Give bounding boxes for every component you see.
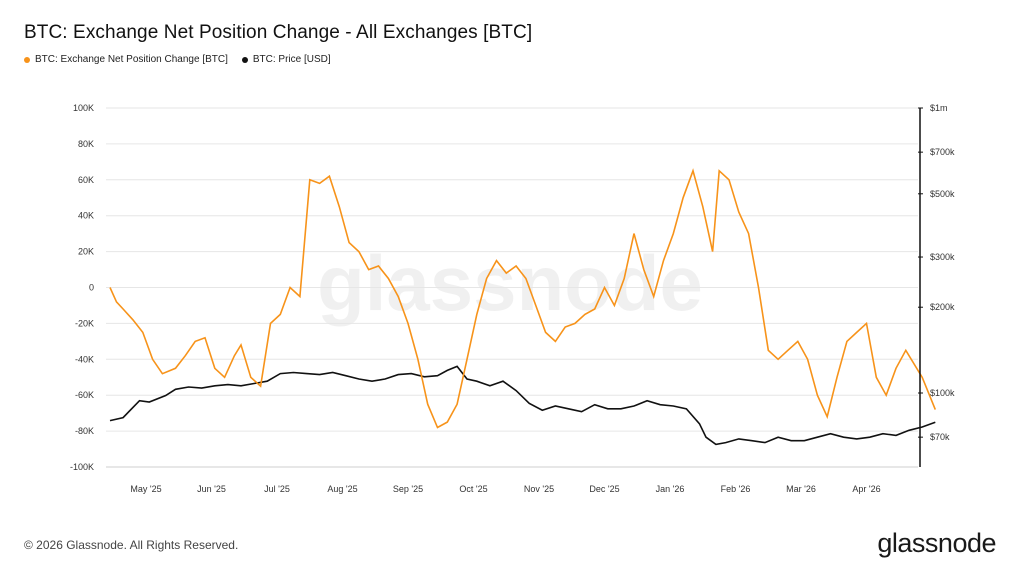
chart-title: BTC: Exchange Net Position Change - All … <box>24 22 533 43</box>
left-tick-label: 100K <box>73 103 94 113</box>
right-tick-label: $70k <box>930 432 950 442</box>
watermark-text: glassnode <box>317 239 703 327</box>
right-tick-label: $100k <box>930 388 955 398</box>
legend-dot-price <box>241 56 248 63</box>
price-series-line <box>109 365 936 446</box>
x-tick-label: May '25 <box>130 484 161 494</box>
legend-dot-net-position <box>24 56 30 63</box>
left-tick-label: 40K <box>78 211 94 221</box>
left-axis-ticks: 100K 80K 60K 40K 20K 0 -20K -40K -60K -80K -100K <box>70 103 94 472</box>
x-tick-label: Jan '26 <box>656 484 685 494</box>
net-position-series-line <box>109 168 937 429</box>
left-tick-label: 60K <box>78 175 94 185</box>
x-tick-label: Apr '26 <box>852 484 880 494</box>
legend-item-net-position[interactable]: BTC: Exchange Net Position Change [BTC] <box>24 54 228 65</box>
x-tick-label: Sep '25 <box>393 484 423 494</box>
left-tick-label: -60K <box>75 390 94 400</box>
left-tick-label: -100K <box>70 462 94 472</box>
right-tick-label: $300k <box>930 252 955 262</box>
legend-label-net-position: BTC: Exchange Net Position Change [BTC] <box>35 54 228 65</box>
left-tick-label: -40K <box>75 354 94 364</box>
right-tick-label: $200k <box>930 302 955 312</box>
x-axis-ticks: May '25 Jun '25 Jul '25 Aug '25 Sep '25 Oct '… <box>130 484 880 494</box>
left-tick-label: -80K <box>75 426 94 436</box>
legend-item-price[interactable]: BTC: Price [USD] <box>241 54 331 65</box>
right-tick-label: $500k <box>930 189 955 199</box>
right-tick-label: $1m <box>930 103 948 113</box>
legend: BTC: Exchange Net Position Change [BTC] … <box>24 54 331 65</box>
x-tick-label: Jul '25 <box>264 484 290 494</box>
x-tick-label: Nov '25 <box>524 484 554 494</box>
right-axis-ticks: $1m $700k $500k $300k $200k $100k $70k <box>918 103 955 442</box>
left-tick-label: -20K <box>75 318 94 328</box>
gridlines <box>106 107 918 468</box>
left-tick-label: 20K <box>78 247 94 257</box>
right-tick-label: $700k <box>930 147 955 157</box>
x-tick-label: Oct '25 <box>459 484 487 494</box>
left-tick-label: 0 <box>89 283 94 293</box>
x-tick-label: Mar '26 <box>786 484 816 494</box>
legend-label-price: BTC: Price [USD] <box>252 54 331 65</box>
glassnode-logo: glassnode <box>877 528 996 558</box>
left-tick-label: 80K <box>78 139 94 149</box>
copyright-footer: © 2026 Glassnode. All Rights Reserved. <box>24 538 239 552</box>
x-tick-label: Jun '25 <box>197 484 226 494</box>
x-tick-label: Aug '25 <box>327 484 357 494</box>
x-tick-label: Dec '25 <box>589 484 619 494</box>
x-tick-label: Feb '26 <box>721 484 751 494</box>
